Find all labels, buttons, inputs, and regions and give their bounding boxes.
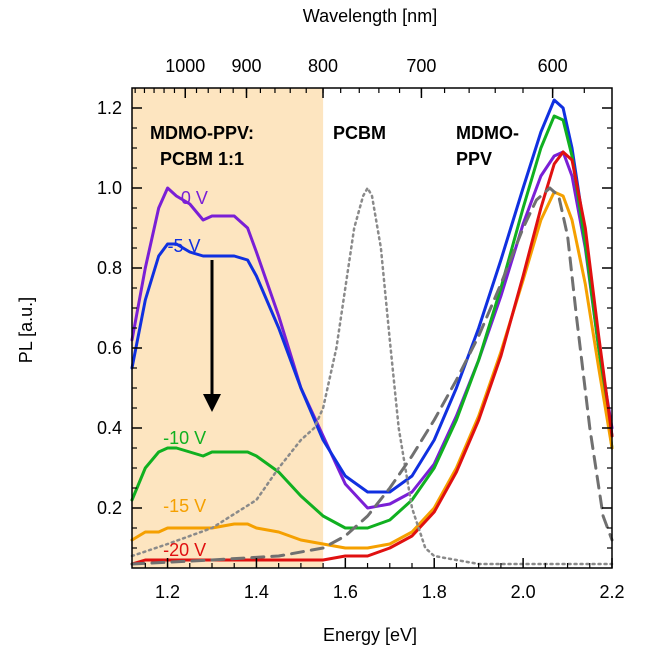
y-tick-label: 0.2 <box>97 498 122 518</box>
x-tick-label: 1.6 <box>333 582 358 602</box>
blend-label-line1: MDMO-PPV: <box>150 123 254 143</box>
curve-label: -5 V <box>168 236 201 256</box>
series-line--5v <box>130 98 614 494</box>
curve-label: -20 V <box>163 540 206 560</box>
shaded-region-rect <box>132 88 324 568</box>
curve-label: 0 V <box>181 188 208 208</box>
mdmo-label-line1: MDMO- <box>456 123 519 143</box>
x-tick-label: 1.8 <box>422 582 447 602</box>
blend-label-line2: PCBM 1:1 <box>160 149 244 169</box>
shaded-blend-region <box>132 88 324 568</box>
series-line-pcbm <box>130 186 614 566</box>
top-tick-label: 900 <box>231 56 261 76</box>
top-tick-label: 600 <box>538 56 568 76</box>
x-tick-label: 2.2 <box>599 582 624 602</box>
series-line-mdmo-ppv <box>130 186 614 566</box>
mdmo-label-line2: PPV <box>456 149 492 169</box>
pcbm-label: PCBM <box>333 123 386 143</box>
series-line--20v <box>130 150 614 566</box>
y-axis-title: PL [a.u.] <box>16 297 36 363</box>
y-tick-label: 1.0 <box>97 178 122 198</box>
y-tick-label: 0.8 <box>97 258 122 278</box>
top-tick-label: 1000 <box>165 56 205 76</box>
x-tick-label: 1.4 <box>244 582 269 602</box>
series-group <box>130 98 614 566</box>
top-tick-label: 800 <box>308 56 338 76</box>
x-axis-title: Energy [eV] <box>323 625 417 645</box>
curve-label: -10 V <box>163 428 206 448</box>
x-tick-label: 1.2 <box>155 582 180 602</box>
x-tick-label: 2.0 <box>511 582 536 602</box>
top-tick-label: 700 <box>406 56 436 76</box>
top-axis-title: Wavelength [nm] <box>303 6 437 26</box>
decrease-arrow-head <box>203 394 221 412</box>
y-tick-label: 0.4 <box>97 418 122 438</box>
y-tick-label: 1.2 <box>97 98 122 118</box>
curve-label: -15 V <box>163 496 206 516</box>
series-line-0v <box>130 150 614 510</box>
y-tick-label: 0.6 <box>97 338 122 358</box>
